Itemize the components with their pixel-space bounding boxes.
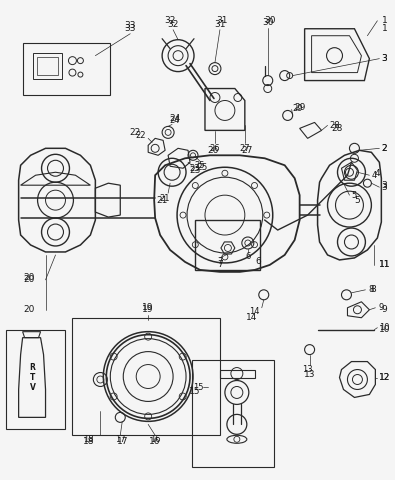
Text: 13: 13 (304, 370, 315, 379)
Text: 18: 18 (83, 435, 94, 444)
Text: 10: 10 (379, 323, 389, 332)
Text: 31: 31 (214, 20, 226, 29)
Text: 11: 11 (378, 261, 390, 269)
Text: 14: 14 (250, 307, 260, 316)
Text: 10: 10 (378, 325, 390, 334)
Text: 29: 29 (292, 104, 303, 113)
Text: 9: 9 (382, 305, 387, 314)
Text: 21: 21 (160, 193, 170, 203)
Text: 3: 3 (382, 180, 387, 190)
Bar (23, 43, 110, 95)
Text: R
T
V: R T V (30, 362, 36, 393)
Text: 11: 11 (378, 261, 390, 269)
Text: 22: 22 (135, 131, 145, 140)
Text: 2: 2 (382, 144, 387, 153)
Text: 17: 17 (117, 437, 128, 446)
Text: 5: 5 (355, 196, 360, 204)
Text: 8: 8 (369, 285, 374, 294)
Text: 1: 1 (382, 16, 387, 25)
Text: 32: 32 (164, 16, 176, 25)
Text: 28: 28 (332, 124, 343, 133)
Text: 2: 2 (382, 144, 387, 153)
Text: 16: 16 (150, 435, 160, 444)
Text: 12: 12 (379, 373, 390, 382)
Text: 23: 23 (189, 166, 201, 175)
Text: 27: 27 (241, 146, 252, 155)
Text: 30: 30 (262, 18, 273, 27)
Text: 28: 28 (329, 121, 340, 130)
Text: 23: 23 (190, 164, 200, 173)
Text: 29: 29 (294, 103, 305, 112)
Text: 20: 20 (23, 276, 34, 284)
Text: 7: 7 (217, 261, 223, 269)
Text: 9: 9 (379, 303, 384, 312)
Text: 4: 4 (372, 171, 377, 180)
Text: 15: 15 (189, 387, 201, 396)
Text: 19: 19 (143, 305, 154, 314)
Text: 26: 26 (207, 146, 219, 155)
Text: 30: 30 (264, 16, 275, 25)
Text: 20: 20 (23, 305, 34, 314)
Text: 21: 21 (156, 196, 168, 204)
Text: 27: 27 (239, 144, 250, 153)
Text: 33: 33 (124, 21, 136, 30)
Text: 20: 20 (23, 274, 34, 282)
Bar (72, 318, 220, 435)
Text: 13: 13 (302, 365, 313, 374)
Text: 18: 18 (83, 437, 94, 446)
Text: 1: 1 (382, 24, 387, 33)
Text: 12: 12 (379, 373, 390, 382)
Text: 6: 6 (245, 252, 250, 262)
Text: 3: 3 (382, 54, 387, 63)
Bar (192, 360, 274, 467)
Text: 19: 19 (143, 303, 154, 312)
Text: 14: 14 (246, 313, 258, 322)
Text: 25: 25 (195, 161, 205, 170)
Text: 24: 24 (170, 116, 181, 125)
Text: 31: 31 (216, 16, 228, 25)
Text: 4: 4 (374, 169, 380, 178)
Text: 17: 17 (115, 435, 126, 444)
Text: 7: 7 (217, 257, 223, 266)
Text: 6: 6 (255, 257, 261, 266)
Bar (6, 330, 66, 429)
Text: 15: 15 (193, 383, 203, 392)
Text: 22: 22 (130, 128, 141, 137)
Text: 32: 32 (167, 20, 179, 29)
Text: 5: 5 (352, 191, 357, 200)
Text: 16: 16 (149, 437, 161, 446)
Text: 25: 25 (196, 163, 208, 172)
Text: 26: 26 (210, 144, 220, 153)
Text: 24: 24 (169, 114, 181, 123)
Text: 33: 33 (124, 24, 136, 33)
Text: 3: 3 (382, 183, 387, 192)
Text: 3: 3 (382, 54, 387, 63)
Text: 8: 8 (371, 285, 376, 294)
